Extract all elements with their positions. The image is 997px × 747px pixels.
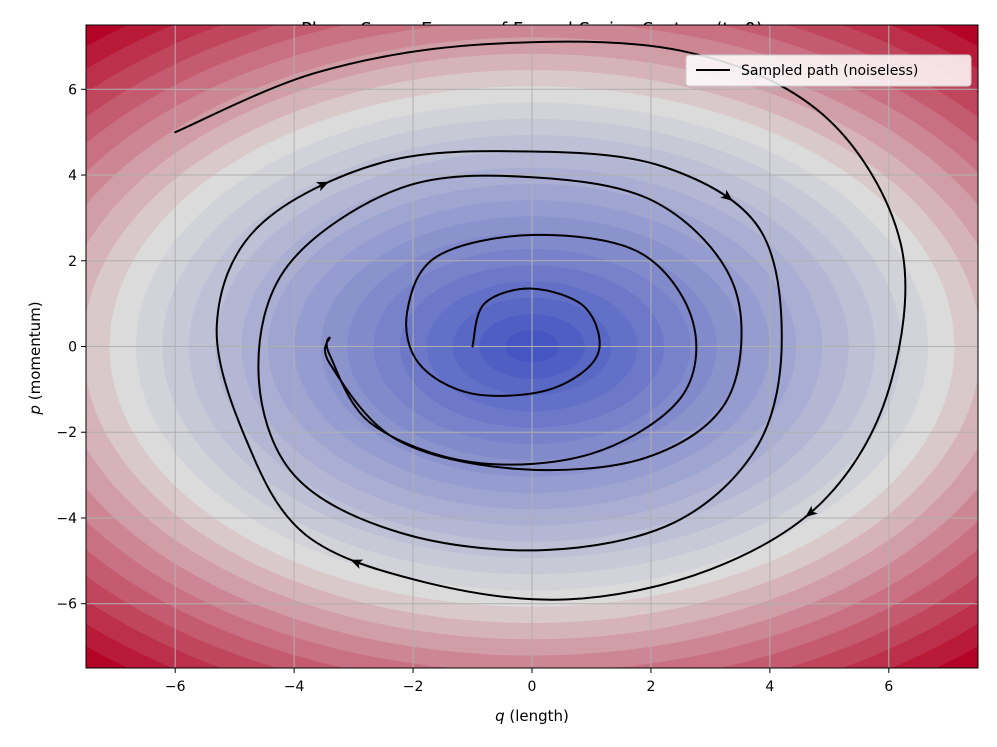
y-tick-label: −2	[56, 425, 77, 441]
x-tick-label: −4	[284, 679, 305, 695]
y-tick-label: 6	[68, 82, 77, 98]
x-tick-label: 2	[646, 679, 655, 695]
legend-label: Sampled path (noiseless)	[741, 63, 918, 79]
direction-arrow	[805, 505, 818, 518]
direction-arrow	[350, 559, 364, 569]
y-axis-variable: p	[26, 405, 44, 416]
y-tick-label: 4	[68, 168, 77, 184]
x-tick-label: 4	[765, 679, 774, 695]
y-tick-label: 0	[68, 340, 77, 356]
series-line	[174, 40, 907, 601]
grid-lines	[86, 25, 978, 668]
y-axis-ticks: −6 −4 −2 0 2 4 6	[56, 82, 86, 613]
x-tick-label: 6	[884, 679, 893, 695]
y-axis-label: p (momentum)	[26, 301, 44, 415]
x-tick-label: −6	[165, 679, 186, 695]
x-axis-label: q (length)	[495, 707, 569, 725]
direction-arrow	[720, 189, 733, 201]
y-axis-unit: (momentum)	[26, 301, 44, 405]
x-axis-unit: (length)	[505, 707, 569, 725]
legend: Sampled path (noiseless)	[685, 54, 972, 87]
x-tick-label: 0	[528, 679, 537, 695]
x-tick-label: −2	[403, 679, 424, 695]
x-axis-variable: q	[495, 707, 505, 725]
x-axis-ticks: −6 −4 −2 0 2 4 6	[165, 668, 893, 695]
direction-arrow	[316, 181, 329, 192]
legend-box	[685, 54, 972, 87]
y-tick-label: −4	[56, 511, 77, 527]
y-tick-label: 2	[68, 254, 77, 270]
trajectory-layer	[174, 40, 907, 601]
y-tick-label: −6	[56, 597, 77, 613]
